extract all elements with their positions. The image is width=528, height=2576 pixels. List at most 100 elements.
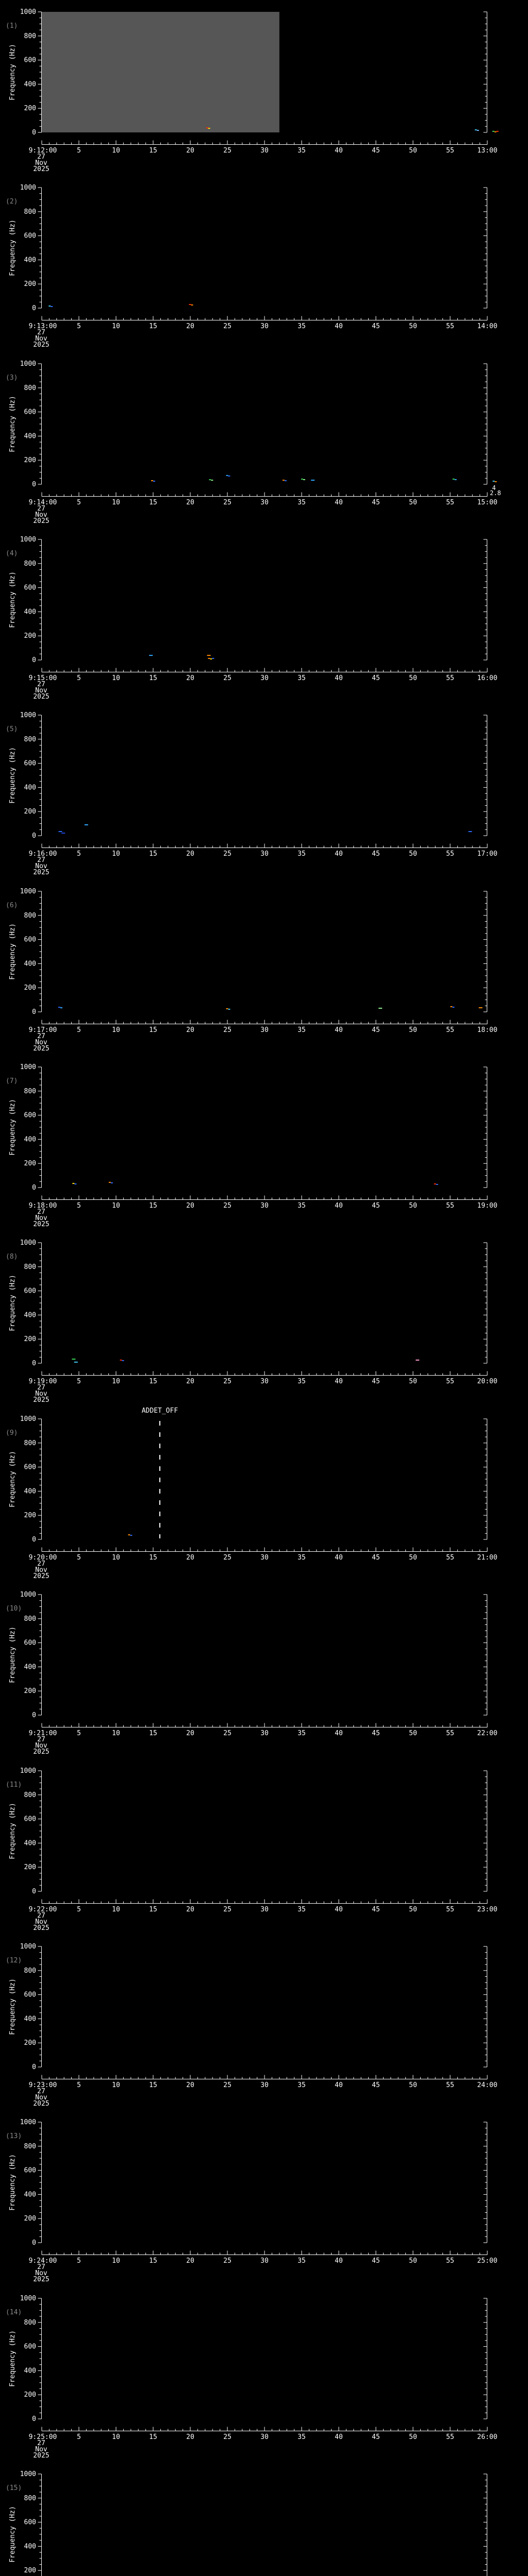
y-tick-label: 0 [32,2239,36,2247]
event-mark [211,480,213,481]
x-tick-label: 15 [149,323,157,330]
date-label: 2025 [33,1572,49,1580]
x-tick-label: 40 [335,2433,343,2441]
x-tick-label: 5 [77,1730,81,1737]
x-tick-label: 50 [409,147,417,155]
date-label: 27 [37,1736,45,1743]
x-tick-label: 40 [335,850,343,858]
x-tick-label: 15 [149,850,157,858]
date-label: Nov [35,862,47,870]
x-tick-label: 30 [260,2257,269,2265]
x-tick-label: 40 [335,2257,343,2265]
x-tick-label: 50 [409,2433,417,2441]
x-tick-label: 25 [223,1202,232,1210]
date-label: 2025 [33,1045,49,1053]
x-tick-label: 10 [112,1554,120,1562]
x-tick-label: 15 [149,147,157,155]
x-tick-label: 40 [335,1378,343,1385]
y-tick-label: 600 [24,584,36,592]
y-tick-label: 0 [32,1536,36,1544]
y-axis-title: Frequency (Hz) [9,396,16,452]
spectrogram-panel-6: 0 200 400 600 800 1000 Frequency (Hz) (6) 9:17:0… [6,888,498,1053]
event-mark [191,304,193,306]
date-label: 27 [37,505,45,513]
spectrogram-panel-4: 0 200 400 600 800 1000 Frequency (Hz) (4) 9:15:0… [6,536,498,701]
spectrogram-panel-2: 0 200 400 600 800 1000 Frequency (Hz) (2) 9:13:0… [6,184,498,349]
x-tick-label: 35 [298,1202,306,1210]
x-tick-label: 20 [186,2433,194,2441]
x-axis [41,1899,488,1904]
x-tick-label: 55 [446,2257,454,2265]
panel-number: (13) [6,2132,22,2140]
y-axes [38,1770,487,1892]
panel-number: (4) [6,550,18,557]
x-tick-label: 45 [372,1730,380,1737]
x-tick-label: 25 [223,850,232,858]
start-time-label: 9:24:00 [29,2257,57,2265]
x-tick-label: 40 [335,1554,343,1562]
x-tick-label: 55 [446,1026,454,1034]
x-tick-label: 50 [409,1378,417,1385]
x-tick-label: 25 [223,674,232,682]
x-tick-label: 55 [446,1202,454,1210]
date-label: 27 [37,1208,45,1216]
annotation-label: 4 [492,484,496,492]
y-tick-label: 1000 [20,1591,36,1599]
end-time-label: 13:00 [477,147,497,155]
y-axes [38,1242,487,1364]
y-tick-label: 200 [24,105,36,112]
end-time-label: 20:00 [477,1378,497,1385]
start-time-label: 9:16:00 [29,850,57,858]
y-tick-label: 200 [24,1687,36,1695]
event-mark [452,478,455,480]
x-tick-label: 15 [149,2433,157,2441]
y-tick-label: 1000 [20,8,36,16]
event-mark [282,480,285,481]
y-axis-title: Frequency (Hz) [9,44,16,100]
y-tick-label: 600 [24,2519,36,2527]
x-tick-label: 5 [77,147,81,155]
y-tick-label: 800 [24,2495,36,2502]
x-tick-label: 25 [223,1026,232,1034]
date-label: Nov [35,2269,47,2277]
event-mark [476,130,479,131]
spectrogram-panel-3: 0 200 400 600 800 1000 Frequency (Hz) (3) 9:14:0… [6,360,501,525]
event-mark [208,128,210,129]
event-mark [122,1360,124,1361]
panel-number: (11) [6,1781,22,1789]
x-tick-label: 45 [372,674,380,682]
x-tick-label: 35 [298,1906,306,1913]
date-label: 2025 [33,1924,49,1932]
x-tick-label: 50 [409,674,417,682]
start-time-label: 9:21:00 [29,1730,57,1737]
end-time-label: 15:00 [477,499,497,506]
y-tick-label: 400 [24,256,36,264]
x-tick-label: 45 [372,1026,380,1034]
x-tick-label: 20 [186,674,194,682]
x-tick-label: 35 [298,1026,306,1034]
x-tick-label: 10 [112,1906,120,1913]
x-tick-label: 15 [149,1554,157,1562]
x-tick-label: 20 [186,499,194,506]
date-label: 2025 [33,1221,49,1228]
x-tick-label: 45 [372,2257,380,2265]
date-label: Nov [35,1566,47,1574]
x-tick-label: 20 [186,323,194,330]
y-tick-label: 600 [24,1991,36,1999]
event-mark [207,655,211,656]
y-tick-label: 600 [24,2167,36,2175]
date-label: Nov [35,1039,47,1046]
x-tick-label: 25 [223,2257,232,2265]
y-tick-label: 0 [32,481,36,488]
x-tick-label: 35 [298,674,306,682]
x-tick-label: 45 [372,2081,380,2089]
x-axis [41,1371,488,1376]
y-tick-label: 800 [24,1439,36,1447]
x-tick-label: 15 [149,1730,157,1737]
x-tick-label: 55 [446,1378,454,1385]
y-tick-label: 800 [24,560,36,568]
y-tick-label: 0 [32,2415,36,2423]
y-tick-label: 400 [24,2015,36,2023]
x-tick-label: 25 [223,1378,232,1385]
x-tick-label: 20 [186,147,194,155]
